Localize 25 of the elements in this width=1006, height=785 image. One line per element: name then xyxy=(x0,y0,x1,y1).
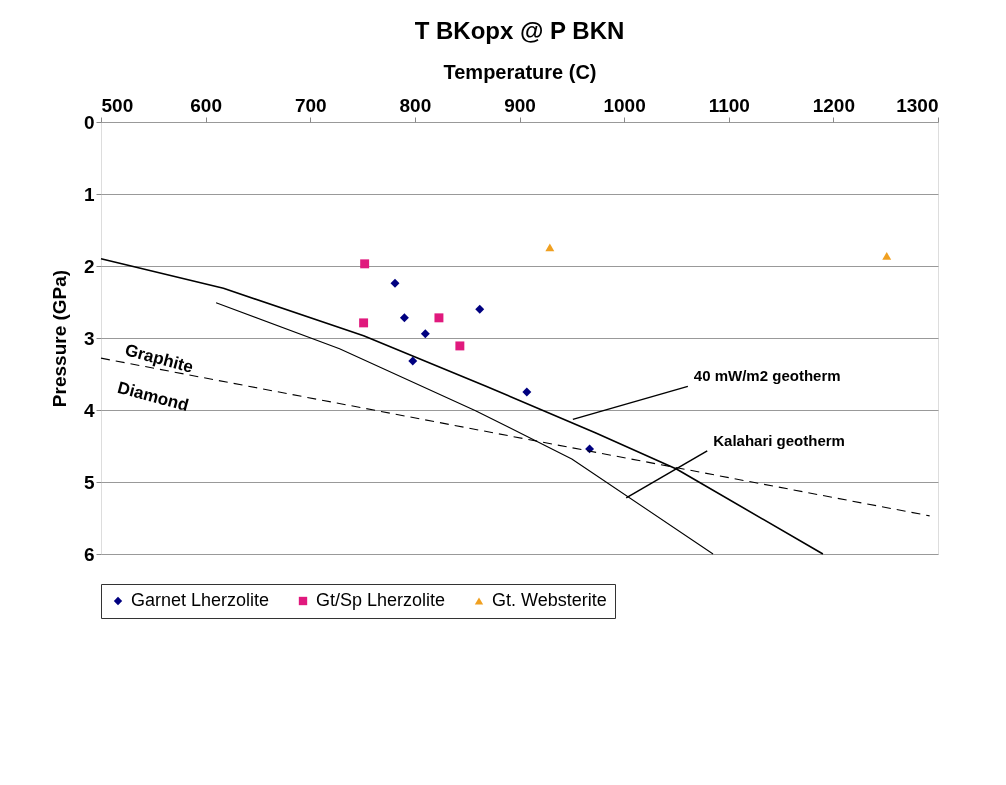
y-tick-label: 2 xyxy=(83,255,95,277)
legend-label: Gt/Sp Lherzolite xyxy=(316,590,446,610)
y-tick-label: 5 xyxy=(83,471,95,493)
y-tick-label: 6 xyxy=(83,543,95,565)
x-tick-label: 700 xyxy=(294,94,327,116)
y-tick-label: 1 xyxy=(83,183,95,205)
x-tick-label: 1100 xyxy=(708,94,750,116)
x-tick-label: 1000 xyxy=(603,94,646,116)
x-tick-label: 1200 xyxy=(812,94,856,116)
y-tick-label: 4 xyxy=(83,399,95,421)
x-tick-label: 800 xyxy=(399,94,432,116)
legend-label: Garnet Lherzolite xyxy=(131,590,270,610)
legend-label: Gt. Websterite xyxy=(492,590,607,610)
x-axis-title: Temperature (C) xyxy=(443,60,597,83)
x-tick-label: 1300 xyxy=(896,94,939,116)
y-axis-title: Pressure (GPa) xyxy=(48,269,70,408)
y-tick-label: 3 xyxy=(83,327,95,349)
annotation: 40 mW/m2 geotherm xyxy=(693,367,841,385)
y-tick-label: 0 xyxy=(83,111,95,133)
annotation: Kalahari geotherm xyxy=(713,431,845,449)
x-tick-label: 600 xyxy=(190,94,222,116)
chart-title: T BKopx @ P BKN xyxy=(414,17,625,44)
x-tick-label: 500 xyxy=(101,94,134,116)
x-tick-label: 900 xyxy=(504,94,536,116)
annotation: Graphite xyxy=(122,340,196,377)
